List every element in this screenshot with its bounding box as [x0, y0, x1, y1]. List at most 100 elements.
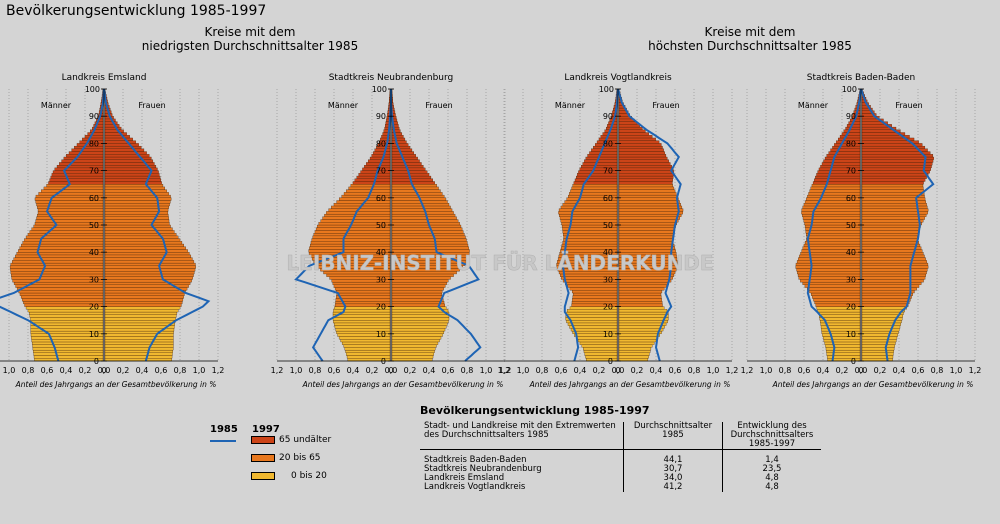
x-tick-label: 0,6 [155, 366, 168, 375]
bar-women [861, 262, 929, 266]
bar-women [104, 143, 139, 147]
bar-men [826, 352, 861, 356]
bar-women [618, 194, 678, 198]
table-cell: 44,1 [623, 449, 723, 465]
bar-women [618, 241, 674, 245]
bar-men [815, 175, 861, 179]
bar-women [861, 238, 918, 242]
table-cell: 4,8 [722, 474, 821, 483]
bar-women [861, 233, 919, 237]
bar-women [104, 298, 184, 302]
y-tick-label: 10 [846, 330, 856, 339]
x-tick-label: 1,0 [3, 366, 16, 375]
bar-women [861, 341, 896, 345]
legend-year-1985: 1985 [210, 424, 238, 435]
bar-women [104, 290, 186, 294]
bar-women [391, 162, 422, 166]
x-tick-label: 0,4 [423, 366, 436, 375]
chart-title: Landkreis Emsland [62, 73, 147, 83]
x-tick-label: 0,2 [874, 366, 887, 375]
bar-women [104, 254, 192, 258]
bar-women [861, 328, 900, 332]
x-tick-label: 0,4 [60, 366, 73, 375]
bar-women [104, 189, 167, 193]
y-tick-label: 60 [603, 194, 613, 203]
bar-men [335, 298, 391, 302]
bar-women [861, 268, 928, 272]
bar-women [618, 148, 664, 152]
bar-women [104, 181, 162, 185]
bar-men [30, 322, 104, 326]
bar-women [618, 211, 683, 215]
bar-men [806, 233, 861, 237]
bar-women [861, 330, 899, 334]
table-row: Stadtkreis Neubrandenburg 30,7 23,5 [420, 465, 821, 474]
y-tick-label: 90 [89, 112, 99, 121]
x-axis-label: Anteil des Jahrgangs an der Gesamtbevölk… [15, 380, 217, 389]
y-tick-label: 80 [846, 139, 856, 148]
pyramid-0: Landkreis Emsland 0 10 20 30 40 50 60 70 80 90 100 1… [0, 73, 224, 389]
bar-women [104, 148, 145, 152]
bar-women [861, 162, 933, 166]
bar-men [809, 290, 861, 294]
bar-women [618, 154, 667, 158]
bar-women [618, 339, 657, 343]
bar-women [104, 265, 196, 269]
bar-women [104, 276, 193, 280]
y-tick-label: 50 [376, 221, 386, 230]
bar-men [812, 295, 861, 299]
bar-women [618, 159, 669, 163]
bar-men [33, 355, 104, 359]
bar-women [861, 336, 898, 340]
bar-women [861, 227, 920, 231]
bar-men [804, 241, 861, 245]
bar-men [810, 186, 861, 190]
x-tick-label: 0,8 [688, 366, 701, 375]
bar-men [803, 243, 861, 247]
y-tick-label: 40 [376, 248, 386, 257]
y-tick-label: 10 [376, 330, 386, 339]
bar-women [391, 178, 433, 182]
x-tick-label: 0,4 [650, 366, 663, 375]
bar-women [861, 279, 924, 283]
bar-men [571, 186, 618, 190]
label-men: Männer [798, 101, 829, 110]
group-title-line2: niedrigsten Durchschnittsalter 1985 [141, 39, 359, 53]
bar-men [583, 347, 618, 351]
bar-women [391, 298, 444, 302]
bar-men [797, 271, 861, 275]
bar-women [104, 341, 174, 345]
bar-men [336, 295, 391, 299]
x-tick-label: 0,6 [669, 366, 682, 375]
bar-women [618, 192, 677, 196]
bar-women [104, 235, 179, 239]
y-tick-label: 70 [89, 167, 99, 176]
y-tick-label: 90 [846, 112, 856, 121]
bar-women [104, 260, 195, 264]
bar-women [104, 197, 172, 201]
bar-men [373, 151, 391, 155]
bar-women [861, 219, 924, 223]
bar-men [31, 341, 104, 345]
bar-women [618, 333, 660, 337]
bar-men [567, 284, 618, 288]
bar-women [104, 238, 181, 242]
line-1985-men [0, 88, 105, 362]
table-cell: 30,7 [623, 465, 723, 474]
bar-women [618, 243, 675, 247]
x-tick-label: 0,2 [366, 366, 379, 375]
bar-men [33, 349, 104, 353]
x-tick-label: 0 [858, 366, 863, 375]
bar-men [313, 233, 391, 237]
bar-women [618, 306, 665, 310]
bar-women [391, 333, 443, 337]
line-1985-women [617, 88, 682, 362]
bar-men [334, 325, 391, 329]
bar-men [813, 298, 861, 302]
bar-women [391, 246, 469, 250]
y-tick-label: 40 [603, 248, 613, 257]
legend-swatch-young [251, 472, 275, 480]
bar-men [32, 344, 104, 348]
y-tick-label: 50 [846, 221, 856, 230]
bar-men [839, 135, 861, 139]
